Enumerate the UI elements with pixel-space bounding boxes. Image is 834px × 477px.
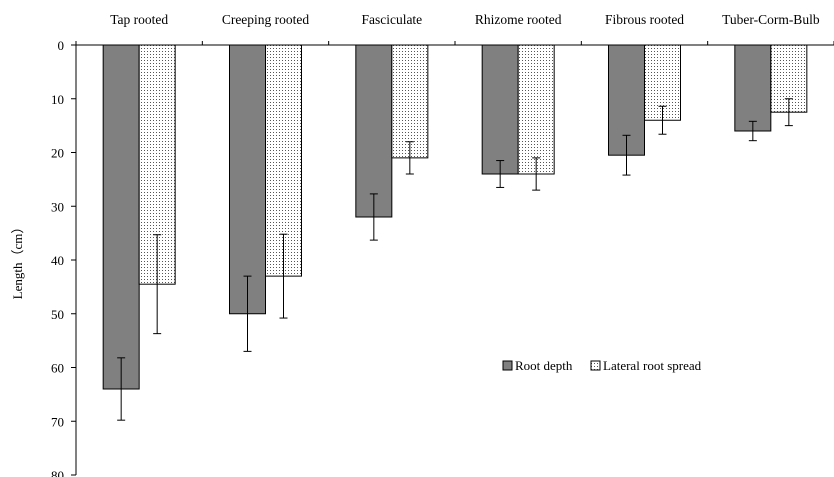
y-tick-label: 70 <box>51 414 64 429</box>
bar-root-depth <box>481 44 519 175</box>
y-tick-label: 60 <box>51 361 64 376</box>
legend-label-root-depth: Root depth <box>515 358 573 373</box>
y-tick-label: 0 <box>58 38 65 53</box>
bar-root-depth <box>734 44 772 132</box>
category-label: Creeping rooted <box>222 12 310 27</box>
y-axis-label: Length（cm） <box>10 221 25 300</box>
labels: 0 10 20 30 40 50 60 70 80 Tap rooted Creeping root… <box>51 12 820 477</box>
y-tick-label: 30 <box>51 199 64 214</box>
bar-root-depth <box>355 44 393 218</box>
legend: Root depth Lateral root spread <box>502 358 702 373</box>
bar-lateral-root-spread <box>391 44 429 159</box>
category-label: Tuber-Corm-Bulb <box>722 12 820 27</box>
y-tick-label: 10 <box>51 92 64 107</box>
plot-area <box>102 44 808 421</box>
y-tick-label: 20 <box>51 146 64 161</box>
bar-root-depth <box>102 44 140 390</box>
y-tick-label: 80 <box>51 468 64 477</box>
category-label: Tap rooted <box>110 12 168 27</box>
legend-label-lateral-root-spread: Lateral root spread <box>603 358 702 373</box>
legend-swatch-lateral-root-spread <box>590 360 601 371</box>
category-label: Rhizome rooted <box>475 12 562 27</box>
legend-swatch-root-depth <box>502 360 513 371</box>
y-tick-label: 50 <box>51 307 64 322</box>
axes <box>71 41 834 476</box>
category-label: Fasciculate <box>361 12 422 27</box>
category-label: Fibrous rooted <box>605 12 684 27</box>
bar-lateral-root-spread <box>517 44 555 175</box>
y-tick-label: 40 <box>51 253 64 268</box>
bar-root-depth <box>229 44 266 315</box>
